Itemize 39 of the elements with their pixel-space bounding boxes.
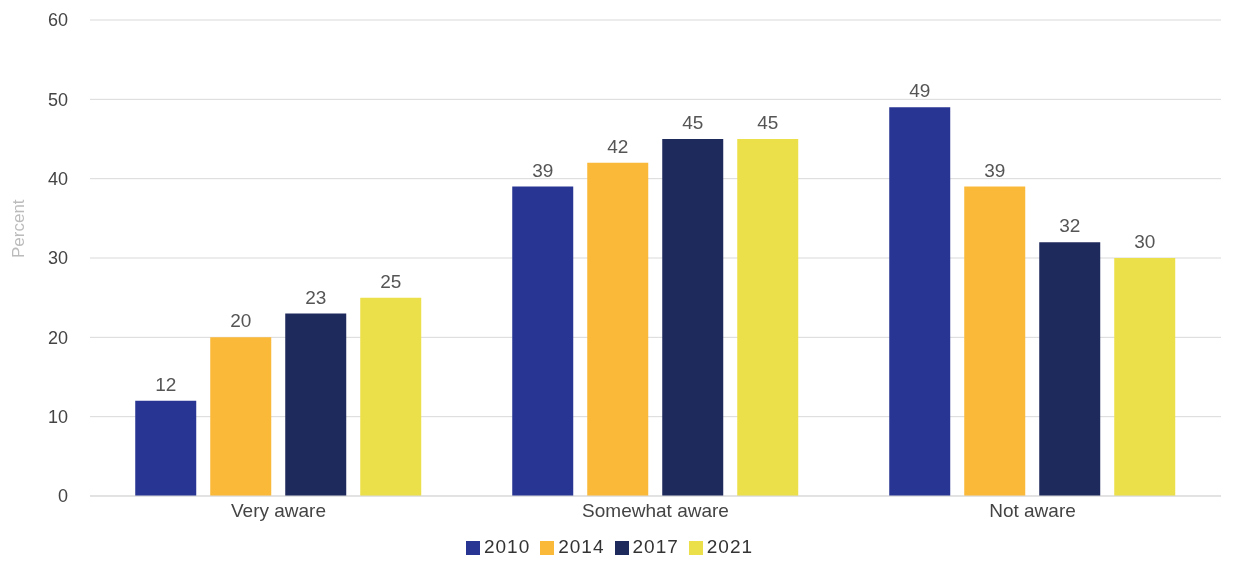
y-tick-label: 0 [57,486,68,507]
y-tick-label: 30 [47,248,68,269]
y-tick-label: 50 [47,89,68,110]
legend-label: 2017 [632,536,679,557]
legend-label: 2014 [558,536,605,557]
data-label: 45 [757,112,779,133]
bar [512,186,574,496]
bar [964,186,1026,496]
data-label: 25 [380,270,402,292]
y-tick-label: 10 [47,407,68,428]
data-label: 39 [532,159,554,181]
data-label: 20 [230,310,252,332]
data-label: 45 [682,112,704,133]
x-tick-label: Not aware [989,500,1076,522]
data-label: 42 [607,135,629,157]
y-tick-label: 40 [47,169,68,190]
bar [135,400,197,496]
legend-label: 2010 [483,536,531,557]
bar [1114,258,1176,496]
bar [210,337,272,496]
x-tick-label: Very aware [230,500,327,522]
bar [889,107,951,496]
data-label: 12 [155,373,177,395]
bar [737,139,799,496]
data-label: 32 [1059,215,1081,237]
bar [1039,242,1101,496]
legend-label: 2021 [706,536,754,557]
bar [285,313,347,496]
bar [360,297,422,496]
data-label: 23 [305,286,327,308]
bar [662,139,724,496]
y-axis-title: Percent [9,199,29,258]
y-tick-label: 20 [47,327,68,348]
bar [587,162,649,496]
data-label: 30 [1134,231,1156,252]
y-tick-label: 60 [47,10,68,31]
x-tick-label: Somewhat aware [582,500,729,522]
data-label: 39 [984,159,1006,181]
data-label: 49 [909,80,931,102]
